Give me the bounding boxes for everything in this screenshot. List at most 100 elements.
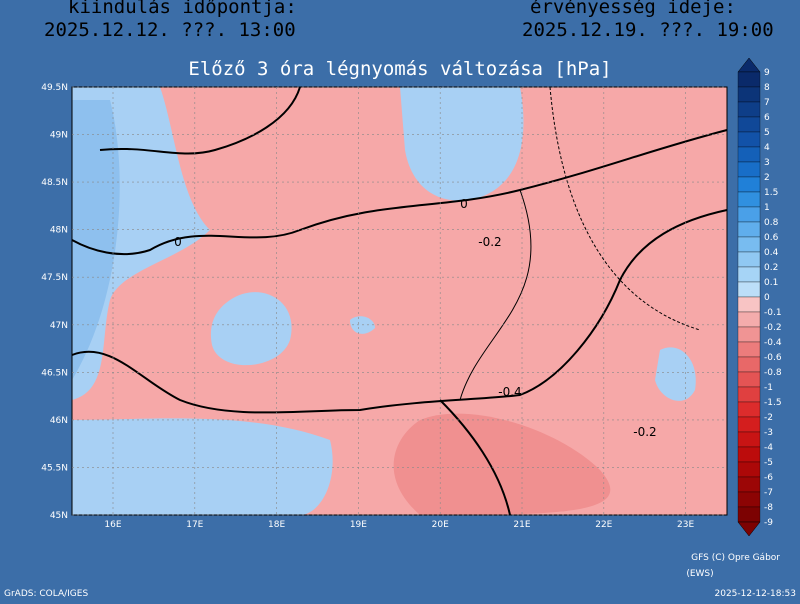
contour-label: -0.2 xyxy=(633,425,656,439)
colorbar-cell xyxy=(737,491,761,508)
valid-time: 2025.12.19. ???. 19:00 xyxy=(522,19,774,41)
colorbar-cell xyxy=(737,86,761,103)
y-label: 48.5N xyxy=(41,178,68,188)
colorbar-label: 0 xyxy=(764,293,770,303)
colorbar-label: 0.8 xyxy=(764,218,779,228)
colorbar-cell xyxy=(737,356,761,373)
x-label: 23E xyxy=(677,520,694,530)
colorbar-label: 7 xyxy=(764,98,770,108)
colorbar-label: 0.6 xyxy=(764,233,779,243)
colorbar-label: -2 xyxy=(764,413,773,423)
colorbar-cell xyxy=(737,461,761,478)
colorbar-cell xyxy=(737,371,761,388)
colorbar: 9 8 7 6 5 4 3 2 1.5 1 0.8 0.6 0.4 0.2 0.1 0 -0.1 -0.2 -0.4… xyxy=(737,57,782,537)
map: 0 0 -0.2 -0.4 -0.2 xyxy=(71,86,728,516)
y-label: 48N xyxy=(50,226,68,236)
colorbar-label: -0.8 xyxy=(764,368,782,378)
colorbar-label: -1.5 xyxy=(764,398,782,408)
x-label: 20E xyxy=(432,520,449,530)
colorbar-label: 0.1 xyxy=(764,278,778,288)
y-label: 45N xyxy=(50,511,68,521)
colorbar-label: -7 xyxy=(764,488,773,498)
border xyxy=(439,399,511,516)
x-label: 18E xyxy=(268,520,285,530)
colorbar-cell xyxy=(737,146,761,163)
contour xyxy=(459,189,532,401)
colorbar-label: 8 xyxy=(764,83,770,93)
colorbar-label: 6 xyxy=(764,113,770,123)
map-frame xyxy=(71,86,728,516)
colorbar-label: 5 xyxy=(764,128,770,138)
colorbar-cell xyxy=(737,386,761,403)
colorbar-cell xyxy=(737,476,761,493)
timestamp: 2025-12-12-18:53 xyxy=(715,589,797,599)
colorbar-label: 3 xyxy=(764,158,770,168)
colorbar-label: -5 xyxy=(764,458,773,468)
colorbar-label: 0.4 xyxy=(764,248,779,258)
contour-label: -0.4 xyxy=(498,385,521,399)
axes: 49.5N 49N 48.5N 48N 47.5N 47N 46.5N 46N 45.5N 45N… xyxy=(41,83,727,530)
colorbar-label: -0.2 xyxy=(764,323,782,333)
x-label: 17E xyxy=(186,520,203,530)
colorbar-cell xyxy=(737,221,761,238)
x-label: 19E xyxy=(350,520,367,530)
contour-label: -0.2 xyxy=(478,235,501,249)
y-label: 47N xyxy=(50,321,68,331)
colorbar-cell xyxy=(737,161,761,178)
credit: GFS (C) Opre Gábor xyxy=(691,553,780,563)
title: Előző 3 óra légnyomás változása [hPa] xyxy=(188,58,611,80)
colorbar-label: -0.6 xyxy=(764,353,782,363)
contour-label: 0 xyxy=(174,235,182,249)
colorbar-cell xyxy=(737,296,761,313)
start-time: 2025.12.12. ???. 13:00 xyxy=(44,19,296,41)
blue-area xyxy=(72,100,120,380)
y-label: 47.5N xyxy=(41,273,68,283)
colorbar-tip xyxy=(737,57,761,73)
contour-label: 0 xyxy=(460,197,468,211)
blue-area xyxy=(72,418,333,515)
colorbar-cell xyxy=(737,251,761,268)
x-label: 22E xyxy=(595,520,612,530)
colorbar-label: 2 xyxy=(764,173,770,183)
colorbar-cell xyxy=(737,281,761,298)
border xyxy=(71,129,728,256)
colorbar-cell xyxy=(737,311,761,328)
y-label: 49.5N xyxy=(41,83,68,93)
colorbar-cell xyxy=(737,446,761,463)
colorbar-label: 0.2 xyxy=(764,263,778,273)
credit-sub: (EWS) xyxy=(686,569,713,579)
colorbar-label: -0.1 xyxy=(764,308,782,318)
colorbar-cell xyxy=(737,341,761,358)
colorbar-tip xyxy=(737,521,761,537)
colorbar-label: 1 xyxy=(764,203,770,213)
colorbar-label: -3 xyxy=(764,428,773,438)
colorbar-cell xyxy=(737,131,761,148)
x-label: 21E xyxy=(513,520,530,530)
colorbar-cell xyxy=(737,326,761,343)
blue-area xyxy=(210,292,292,366)
x-label: 16E xyxy=(104,520,121,530)
colorbar-cell xyxy=(737,191,761,208)
colorbar-cell xyxy=(737,266,761,283)
y-label: 45.5N xyxy=(41,463,68,473)
software: GrADS: COLA/IGES xyxy=(4,589,88,599)
colorbar-label: 4 xyxy=(764,143,770,153)
colorbar-cell xyxy=(737,236,761,253)
colorbar-cell xyxy=(737,101,761,118)
colorbar-cell xyxy=(737,506,761,523)
colorbar-cell xyxy=(737,206,761,223)
colorbar-label: -6 xyxy=(764,473,773,483)
blue-area xyxy=(400,87,524,201)
colorbar-cell xyxy=(737,431,761,448)
colorbar-label: -0.4 xyxy=(764,338,782,348)
colorbar-label: -9 xyxy=(764,518,773,528)
colorbar-label: 1.5 xyxy=(764,188,778,198)
colorbar-cell xyxy=(737,116,761,133)
red-area xyxy=(393,413,611,515)
colorbar-cell xyxy=(737,401,761,418)
start-label: kiindulás időpontja: xyxy=(68,0,297,18)
colorbar-label: 9 xyxy=(764,68,770,78)
colorbar-cell xyxy=(737,176,761,193)
colorbar-label: -1 xyxy=(764,383,773,393)
